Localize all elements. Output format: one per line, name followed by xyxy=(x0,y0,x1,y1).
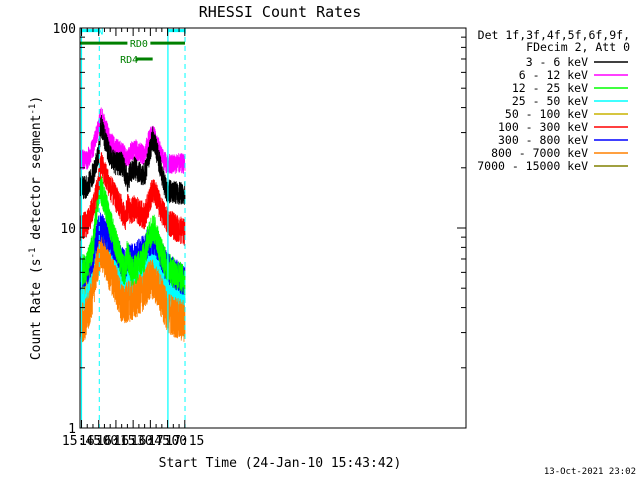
y-axis-label-main: Count Rate (s xyxy=(29,258,44,360)
y-axis-label-sup2: -1 xyxy=(28,104,38,115)
y-axis-ticks: 1 10 100 xyxy=(53,22,466,437)
x-tick-label: 16:00 xyxy=(79,434,118,449)
plot-border xyxy=(79,27,467,429)
legend-header-line1: Det 1f,3f,4f,5f,6f,9f, xyxy=(478,28,630,42)
annotation-rd0: RD0 xyxy=(130,39,148,50)
x-tick-label: 17:00 xyxy=(148,434,187,449)
y-tick-label: 100 xyxy=(53,22,76,37)
date-stamp: 13-Oct-2021 23:02 xyxy=(544,467,636,477)
legend-label: 50 - 100 keV xyxy=(505,107,588,121)
x-tick-label: 16:45 xyxy=(131,434,170,449)
plot-frame xyxy=(79,27,467,429)
x-axis-label: Start Time (24-Jan-10 15:43:42) xyxy=(159,456,402,471)
legend-label: 12 - 25 keV xyxy=(512,81,588,95)
legend: Det 1f,3f,4f,5f,6f,9f, FDecim 2, Att 0 3… xyxy=(477,28,630,173)
x-tick-label: 17:15 xyxy=(165,434,204,449)
legend-label: 800 - 7000 keV xyxy=(491,146,588,160)
x-tick-label: 16:15 xyxy=(96,434,135,449)
y-axis-label-sup1: -1 xyxy=(28,248,38,259)
x-tick-label: 15:45 xyxy=(62,434,101,449)
legend-label: 25 - 50 keV xyxy=(512,94,588,108)
legend-label: 7000 - 15000 keV xyxy=(477,159,588,173)
y-axis-label: Count Rate (s-1 detector segment-1) xyxy=(28,96,44,360)
annotation-n: N xyxy=(97,27,103,38)
legend-header-line2: FDecim 2, Att 0 xyxy=(526,40,630,54)
legend-label: 6 - 12 keV xyxy=(519,68,588,82)
legend-label: 100 - 300 keV xyxy=(498,120,588,134)
y-tick-label: 1 xyxy=(68,422,76,437)
annotation-rd4: RD4 xyxy=(120,55,138,66)
legend-label: 300 - 800 keV xyxy=(498,133,588,147)
x-tick-label: 16:30 xyxy=(114,434,153,449)
y-axis-label-end: ) xyxy=(29,96,44,104)
series-lines xyxy=(79,107,186,343)
legend-label: 3 - 6 keV xyxy=(526,55,588,69)
chart-title: RHESSI Count Rates xyxy=(199,3,362,21)
y-axis-label-mid: detector segment xyxy=(29,115,44,248)
y-tick-label: 10 xyxy=(60,222,76,237)
